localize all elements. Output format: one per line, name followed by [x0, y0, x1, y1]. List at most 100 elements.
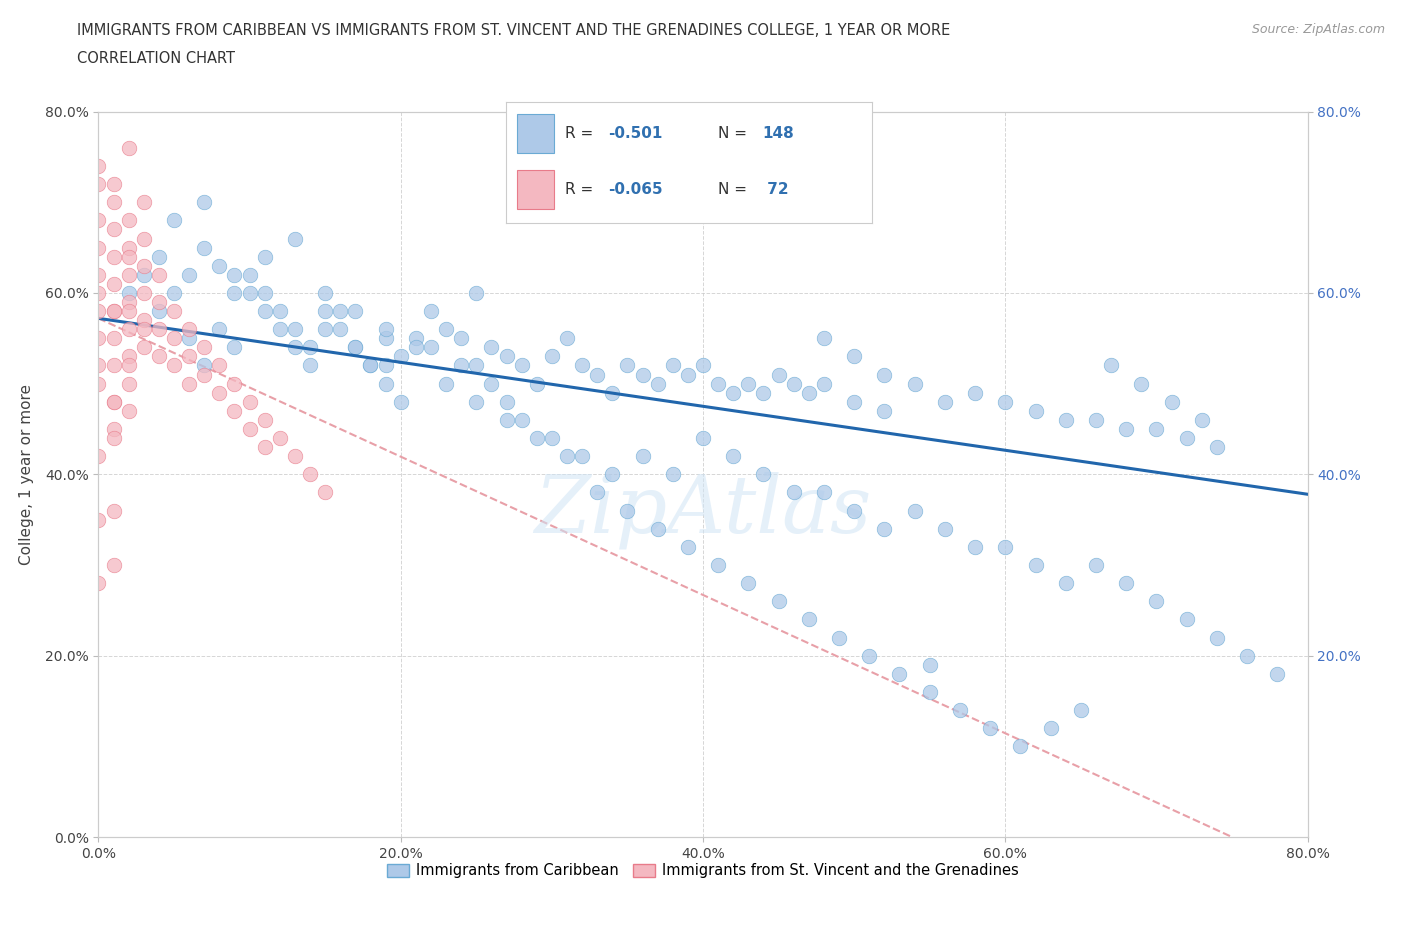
Point — [858, 648, 880, 663]
Point — [193, 358, 215, 373]
Point — [314, 485, 336, 500]
Point — [873, 521, 896, 536]
Point — [148, 349, 170, 364]
Point — [631, 449, 654, 464]
Point — [118, 249, 141, 264]
Point — [329, 303, 352, 318]
Point — [555, 331, 578, 346]
Point — [87, 512, 110, 527]
Text: N =: N = — [718, 182, 747, 197]
Text: -0.501: -0.501 — [609, 126, 662, 141]
Point — [647, 377, 669, 392]
Point — [148, 303, 170, 318]
Text: R =: R = — [565, 126, 593, 141]
Point — [148, 268, 170, 283]
Point — [253, 440, 276, 455]
Point — [586, 367, 609, 382]
Point — [163, 331, 186, 346]
Point — [965, 385, 987, 400]
Point — [465, 286, 488, 300]
Point — [602, 467, 624, 482]
Point — [163, 358, 186, 373]
Point — [132, 195, 155, 210]
Point — [1024, 558, 1046, 573]
Point — [118, 240, 141, 255]
Point — [148, 295, 170, 310]
Point — [208, 358, 231, 373]
Point — [103, 276, 125, 291]
Point — [1206, 440, 1229, 455]
Point — [239, 286, 262, 300]
Point — [132, 259, 155, 273]
Point — [87, 576, 110, 591]
Point — [873, 367, 896, 382]
Point — [707, 377, 730, 392]
Point — [87, 158, 110, 173]
Point — [510, 413, 533, 428]
Point — [118, 286, 141, 300]
Point — [1054, 576, 1077, 591]
Point — [118, 377, 141, 392]
Point — [661, 467, 683, 482]
Point — [87, 286, 110, 300]
Point — [374, 358, 396, 373]
Point — [647, 521, 669, 536]
Point — [1085, 558, 1108, 573]
Point — [904, 377, 927, 392]
Point — [586, 485, 609, 500]
Point — [132, 340, 155, 355]
Point — [224, 340, 246, 355]
Point — [783, 377, 806, 392]
Point — [389, 349, 412, 364]
Text: 148: 148 — [762, 126, 794, 141]
Point — [179, 322, 201, 337]
Text: N =: N = — [718, 126, 747, 141]
Point — [616, 503, 638, 518]
Point — [813, 331, 835, 346]
Point — [269, 431, 291, 445]
Point — [87, 213, 110, 228]
Point — [118, 140, 141, 155]
Point — [118, 303, 141, 318]
Point — [752, 467, 775, 482]
Point — [299, 358, 322, 373]
Point — [87, 268, 110, 283]
Point — [1070, 703, 1092, 718]
Point — [918, 684, 941, 699]
Point — [540, 195, 562, 210]
Point — [797, 612, 820, 627]
Point — [1115, 421, 1137, 436]
Point — [253, 286, 276, 300]
Point — [132, 312, 155, 327]
Point — [284, 231, 307, 246]
Point — [1206, 631, 1229, 645]
Point — [389, 394, 412, 409]
Point — [374, 377, 396, 392]
Point — [208, 322, 231, 337]
Point — [540, 349, 562, 364]
Point — [87, 358, 110, 373]
Point — [495, 349, 517, 364]
Point — [813, 485, 835, 500]
Point — [239, 268, 262, 283]
Point — [783, 485, 806, 500]
Point — [723, 385, 745, 400]
Point — [1191, 413, 1213, 428]
Point — [132, 268, 155, 283]
FancyBboxPatch shape — [517, 114, 554, 153]
Point — [179, 268, 201, 283]
Point — [179, 331, 201, 346]
Point — [87, 331, 110, 346]
Point — [253, 413, 276, 428]
Point — [299, 467, 322, 482]
Point — [239, 394, 262, 409]
Point — [602, 385, 624, 400]
Point — [526, 377, 548, 392]
Point — [103, 249, 125, 264]
Point — [979, 721, 1001, 736]
Point — [676, 539, 699, 554]
Point — [239, 421, 262, 436]
Point — [87, 377, 110, 392]
Point — [132, 322, 155, 337]
Point — [994, 394, 1017, 409]
